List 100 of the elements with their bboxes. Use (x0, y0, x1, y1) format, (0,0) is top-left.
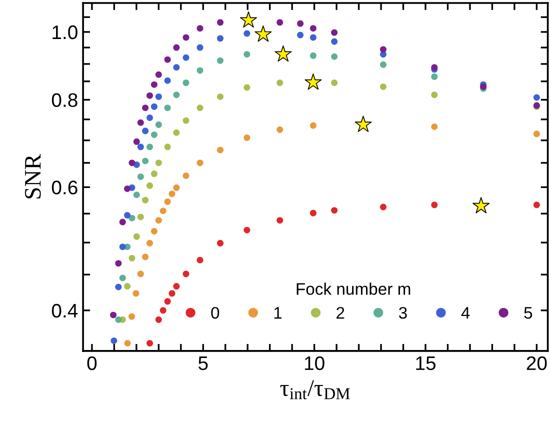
point (173, 92, 180, 98)
point (142, 196, 149, 204)
point (196, 104, 204, 112)
point (173, 44, 180, 51)
point (133, 192, 140, 198)
point (110, 337, 118, 344)
point (150, 170, 158, 178)
point (173, 283, 180, 290)
point (216, 146, 224, 154)
point (164, 77, 171, 84)
legend-label: 0 (211, 306, 220, 319)
point (124, 283, 131, 290)
x-tick-label: 15 (416, 356, 436, 370)
point (431, 92, 438, 98)
point (240, 11, 257, 28)
point (137, 144, 144, 150)
point (216, 19, 224, 26)
point (431, 124, 438, 130)
point (150, 228, 158, 235)
point (160, 307, 166, 314)
x-tick-label: 10 (304, 356, 324, 370)
point (276, 19, 284, 26)
point (142, 254, 149, 260)
point (310, 25, 316, 32)
point (297, 20, 304, 27)
point (142, 158, 149, 164)
point (196, 67, 204, 74)
point (431, 202, 438, 208)
point (164, 144, 171, 150)
point (276, 126, 284, 133)
point (216, 57, 224, 64)
point (119, 274, 126, 282)
point (124, 340, 131, 347)
point (310, 122, 316, 129)
point (310, 52, 316, 59)
point (196, 160, 204, 166)
point (331, 53, 338, 60)
point (146, 340, 154, 347)
point (124, 212, 131, 219)
point (155, 217, 162, 224)
point (124, 185, 131, 192)
point (133, 138, 140, 145)
y-tick-label: 0.6 (52, 180, 78, 194)
legend-label: 5 (524, 307, 532, 319)
point (380, 204, 387, 210)
point (431, 73, 438, 80)
point (168, 290, 176, 297)
point (115, 284, 122, 290)
point (119, 218, 126, 226)
point (196, 25, 204, 32)
point (216, 93, 224, 100)
point (182, 172, 190, 180)
point (472, 197, 490, 214)
point (110, 312, 117, 318)
point (155, 93, 162, 100)
point (128, 254, 136, 262)
point (297, 32, 304, 38)
legend-title: Fock number m (296, 282, 410, 295)
point (146, 92, 154, 99)
point (331, 80, 338, 86)
point (182, 270, 190, 278)
point (533, 202, 540, 208)
legend-label: 3 (398, 306, 407, 319)
point (155, 71, 162, 78)
x-tick-label: 5 (198, 356, 208, 370)
point (137, 173, 144, 180)
x-tick-label: 20 (526, 356, 547, 370)
point (133, 233, 140, 240)
point (182, 34, 190, 41)
y-tick-label: 1.0 (52, 25, 78, 40)
point (142, 128, 149, 134)
point (380, 83, 387, 90)
point (128, 160, 136, 166)
point (137, 214, 144, 220)
point (533, 94, 540, 101)
point (168, 190, 176, 198)
point (155, 160, 162, 166)
point (304, 73, 322, 90)
point (155, 316, 162, 323)
y-tick-label: 0.4 (52, 304, 78, 318)
point (164, 104, 171, 112)
point (142, 104, 149, 112)
point (150, 131, 158, 138)
point (331, 207, 338, 214)
point (160, 208, 166, 214)
point (244, 226, 250, 234)
point (128, 313, 136, 320)
point (164, 56, 171, 63)
point (380, 61, 387, 68)
point (244, 84, 250, 91)
point (216, 35, 224, 42)
legend-label: 1 (274, 307, 282, 319)
point (216, 240, 224, 246)
point (164, 198, 171, 205)
point (274, 45, 292, 62)
point (182, 54, 190, 61)
point (119, 244, 126, 250)
y-axis-title: SNR (24, 154, 41, 198)
x-tick-label: 0 (87, 356, 97, 370)
legend-label: 4 (461, 307, 470, 319)
